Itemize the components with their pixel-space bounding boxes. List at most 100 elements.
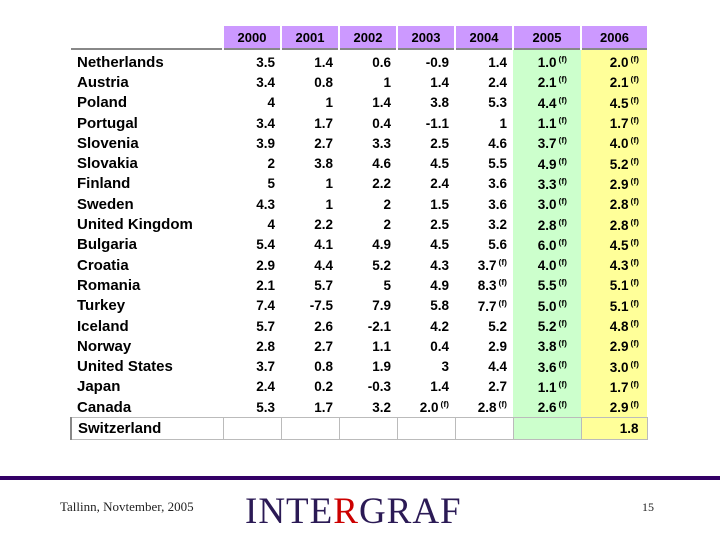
value-text: 3.6 — [488, 176, 507, 192]
growth-value: 1 — [281, 174, 339, 194]
value-text: 2.0 — [609, 55, 629, 71]
country-name: Slovenia — [77, 134, 139, 152]
value-text: 5.1 — [609, 278, 629, 294]
country-name: Portugal — [77, 114, 138, 132]
forecast-marker: (f) — [630, 277, 640, 288]
table-row: Sweden 4.3 1 2 1.5 3.6 3.0 (f) 2.8 (f) — [71, 194, 647, 215]
growth-value: 2.9 (f) — [581, 397, 647, 418]
growth-value: 3.2 — [339, 397, 397, 418]
growth-value: 3.3 — [339, 133, 397, 153]
value-text: 3.8 — [430, 95, 449, 111]
year-header: 2001 — [280, 26, 339, 49]
value-text: 3.4 — [256, 74, 275, 90]
value-text: 1 — [325, 196, 333, 212]
value-text: 5.2 — [488, 318, 507, 334]
value-text: 1 — [325, 176, 333, 192]
value-text: 1.1 — [372, 338, 391, 354]
value-text: 0.4 — [430, 338, 449, 354]
value-text: 5.7 — [256, 318, 275, 334]
value-text: 3.0 — [537, 197, 557, 213]
growth-value: 1.0 (f) — [513, 47, 581, 73]
forecast-marker: (f) — [558, 378, 568, 389]
forecast-marker: (f) — [498, 399, 508, 410]
growth-value: 1.8 — [580, 417, 648, 440]
value-text: 2.9 — [609, 176, 629, 192]
value-text: 8.3 — [477, 278, 497, 294]
forecast-marker: (f) — [630, 135, 640, 146]
forecast-marker: (f) — [630, 338, 640, 349]
value-text: 0.4 — [372, 115, 391, 131]
growth-value: 5.4 — [223, 235, 281, 255]
value-text: 2.8 — [537, 217, 557, 233]
growth-value: -0.9 — [397, 47, 455, 73]
growth-value: 2.8 — [223, 336, 281, 356]
growth-value: 2.1 — [223, 275, 281, 295]
value-text: 4.6 — [372, 156, 391, 172]
growth-value: 6.0 (f) — [513, 234, 581, 255]
table-row: Finland 5 1 2.2 2.4 3.6 3.3 (f) 2.9 (f) — [71, 173, 647, 195]
growth-value: 4.4 — [455, 356, 513, 376]
growth-value: 2.6 — [281, 316, 339, 336]
growth-value: 3.6 — [455, 174, 513, 194]
value-text: 6.0 — [537, 237, 557, 253]
value-text: 2.5 — [430, 217, 449, 233]
value-text: 1.8 — [619, 420, 639, 436]
value-text: 2.8 — [609, 197, 629, 213]
logo-text-accent: R — [333, 491, 359, 532]
value-text: 4.5 — [430, 156, 449, 172]
value-text: 5.8 — [430, 298, 449, 314]
table-row: United Kingdom 4 2.2 2 2.5 3.2 2.8 (f) 2.8 (f) — [71, 214, 647, 235]
value-text: 4.0 — [537, 258, 557, 274]
value-text: 4.9 — [372, 237, 391, 253]
table-body: Netherlands 3.5 1.4 0.6 -0.9 1.4 1.0 (f) 2.0 (f) A… — [70, 47, 648, 440]
year-header: 2000 — [222, 26, 281, 49]
growth-value: 4 — [223, 214, 281, 234]
forecast-marker: (f) — [558, 175, 568, 186]
growth-value: 5.0 (f) — [513, 295, 581, 316]
forecast-marker: (f) — [630, 196, 640, 207]
forecast-marker: (f) — [630, 155, 640, 166]
growth-value: 0.8 — [281, 356, 339, 376]
growth-value: 1.7 (f) — [581, 376, 647, 398]
value-text: 1.4 — [314, 54, 333, 70]
growth-value: 4.5 — [397, 153, 455, 173]
country-name: Turkey — [77, 297, 126, 315]
value-text: 5 — [267, 176, 275, 192]
forecast-marker: (f) — [558, 358, 568, 369]
value-text: 4.5 — [609, 237, 629, 253]
table-row: Turkey 7.4 -7.5 7.9 5.8 7.7 (f) 5.0 (f) 5.1 (f) — [71, 295, 647, 316]
country-name: United Kingdom — [77, 216, 193, 234]
growth-value: 4.5 — [397, 235, 455, 255]
table-row: Slovenia 3.9 2.7 3.3 2.5 4.6 3.7 (f) 4.0 (f) — [71, 133, 647, 154]
value-text: 4.3 — [430, 257, 449, 273]
growth-value: 2.9 (f) — [581, 336, 647, 357]
growth-value: 2.0 (f) — [581, 47, 647, 73]
country-name: Canada — [77, 398, 132, 416]
growth-value — [222, 417, 282, 440]
value-text: 3 — [441, 359, 449, 375]
growth-value: 3.6 — [455, 194, 513, 214]
growth-value — [454, 417, 514, 440]
growth-value: 1.5 — [397, 194, 455, 214]
value-text: 3.6 — [537, 359, 557, 375]
growth-value: 2.7 — [455, 377, 513, 397]
value-text: 3.3 — [372, 135, 391, 151]
value-text: 1.4 — [488, 54, 507, 70]
growth-value: 2.4 — [397, 174, 455, 194]
value-text: 2.7 — [314, 135, 333, 151]
growth-value: 4.9 — [339, 235, 397, 255]
growth-value: 4.1 — [281, 235, 339, 255]
value-text: 2.8 — [609, 217, 629, 233]
value-text: 1 — [383, 74, 391, 90]
value-text: 2.4 — [430, 176, 449, 192]
growth-value: 2.6 (f) — [513, 397, 581, 418]
value-text: 1.5 — [430, 196, 449, 212]
growth-value: 2.4 — [455, 72, 513, 92]
value-text: 4.3 — [609, 258, 629, 274]
year-header: 2003 — [396, 26, 455, 49]
growth-value: 1.1 — [339, 336, 397, 356]
growth-value: 2.4 — [223, 377, 281, 397]
table-row: Norway 2.8 2.7 1.1 0.4 2.9 3.8 (f) 2.9 (f) — [71, 336, 647, 357]
forecast-marker: (f) — [498, 277, 508, 288]
value-text: 4.4 — [314, 257, 333, 273]
